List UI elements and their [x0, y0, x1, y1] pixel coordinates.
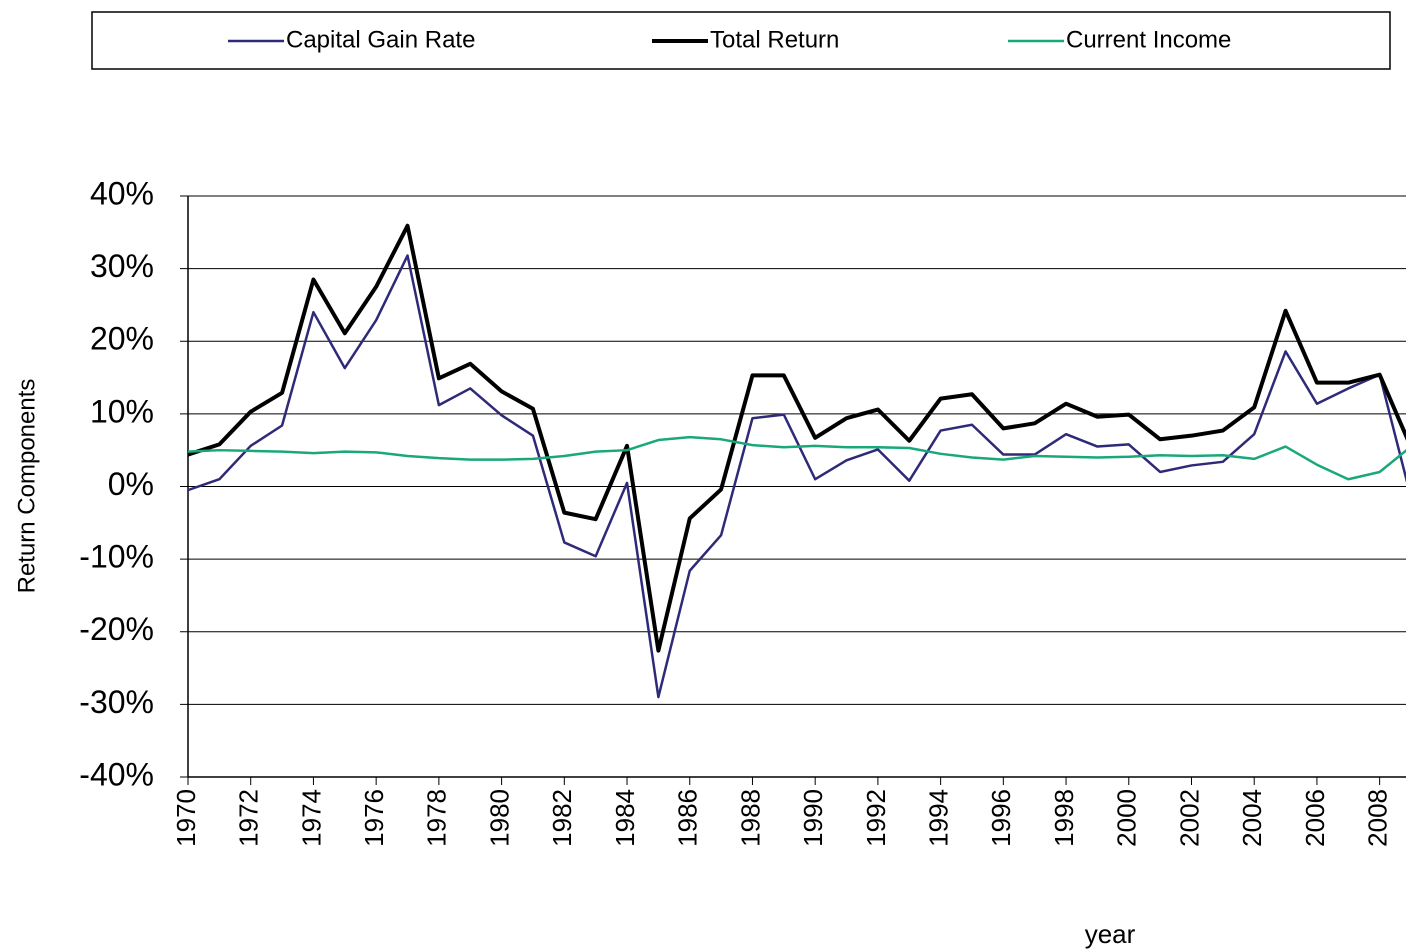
- y-tick-label: 40%: [90, 175, 154, 211]
- x-tick-label: 1974: [296, 789, 326, 847]
- y-tick-label: 20%: [90, 321, 154, 357]
- y-tick-label: -20%: [79, 611, 154, 647]
- x-axis-label: year: [1085, 919, 1136, 949]
- legend-label: Capital Gain Rate: [286, 26, 475, 53]
- y-axis-label: Return Components: [13, 379, 40, 594]
- x-tick-label: 2008: [1363, 789, 1393, 847]
- y-tick-label: 30%: [90, 248, 154, 284]
- x-tick-label: 2002: [1174, 789, 1204, 847]
- x-tick-label: 1982: [547, 789, 577, 847]
- y-tick-label: -30%: [79, 684, 154, 720]
- x-tick-label: 1990: [798, 789, 828, 847]
- x-tick-label: 1988: [735, 789, 765, 847]
- x-tick-label: 1994: [923, 789, 953, 847]
- x-tick-label: 1978: [422, 789, 452, 847]
- legend-label: Total Return: [710, 26, 839, 53]
- x-tick-label: 2006: [1300, 789, 1330, 847]
- y-tick-label: -40%: [79, 756, 154, 792]
- series-line: [187, 435, 1406, 481]
- x-tick-label: 2004: [1237, 789, 1267, 847]
- y-tick-label: 0%: [108, 466, 154, 502]
- x-tick-label: 1998: [1049, 789, 1079, 847]
- series-line: [187, 223, 1406, 653]
- series-line: [187, 254, 1406, 699]
- legend-box: [91, 11, 1391, 70]
- x-tick-label: 1972: [234, 789, 264, 847]
- x-tick-label: 1986: [673, 789, 703, 847]
- x-tick-label: 1980: [484, 789, 514, 847]
- x-tick-label: 1996: [986, 789, 1016, 847]
- x-tick-label: 1992: [861, 789, 891, 847]
- y-tick-label: 10%: [90, 393, 154, 429]
- y-tick-label: -10%: [79, 539, 154, 575]
- x-tick-label: 1970: [171, 789, 201, 847]
- x-tick-label: 2000: [1112, 789, 1142, 847]
- x-tick-label: 1976: [359, 789, 389, 847]
- x-tick-label: 1984: [610, 789, 640, 847]
- legend-label: Current Income: [1066, 26, 1231, 53]
